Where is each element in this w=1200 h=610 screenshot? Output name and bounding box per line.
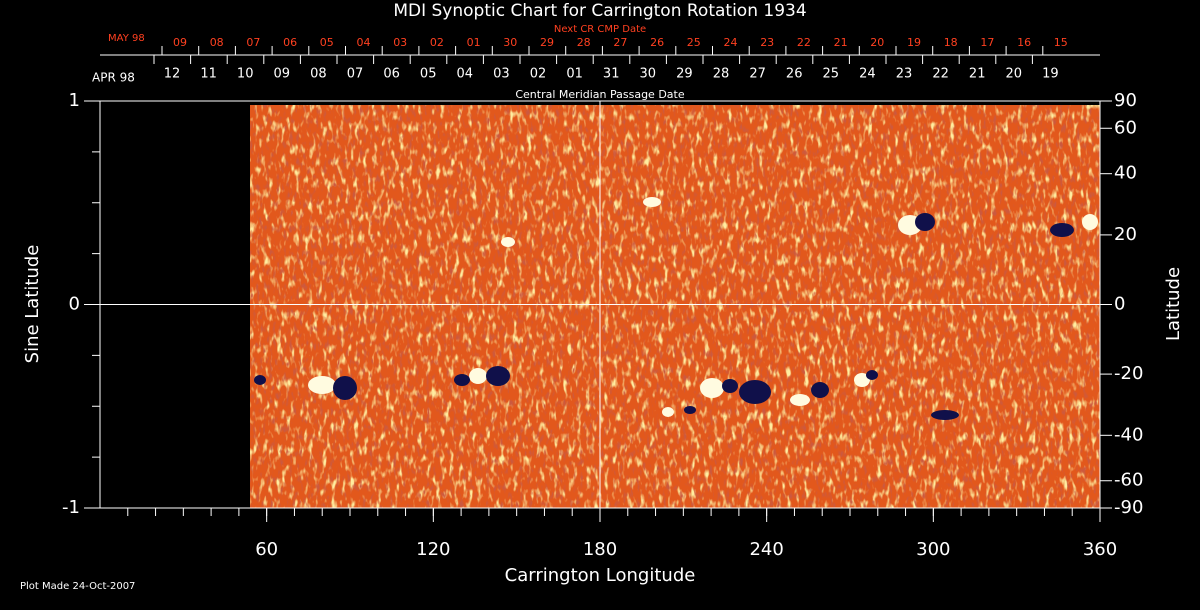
top-date-label: 08 — [210, 36, 224, 49]
y-tick-label: 0 — [69, 294, 80, 315]
second-date-label: 20 — [1006, 67, 1023, 82]
second-date-label: 29 — [676, 67, 693, 82]
y-tick-label: -1 — [62, 497, 80, 518]
top-date-label: 19 — [907, 36, 921, 49]
top-date-label: 06 — [283, 36, 297, 49]
second-date-label: 01 — [566, 67, 583, 82]
top-date-label: 20 — [870, 36, 884, 49]
second-date-label: 03 — [493, 67, 510, 82]
top-axis-label: Next CR CMP Date — [554, 24, 646, 35]
second-date-label: 09 — [274, 67, 291, 82]
top-date-label: 09 — [173, 36, 187, 49]
second-date-label: 23 — [896, 67, 913, 82]
y-tick-label: 1 — [69, 90, 80, 111]
x-tick-label: 180 — [583, 539, 617, 560]
top-date-label: 01 — [467, 36, 481, 49]
top-date-label: 27 — [613, 36, 627, 49]
top-date-label: 26 — [650, 36, 664, 49]
second-date-label: 24 — [859, 67, 876, 82]
x-tick-label: 300 — [916, 539, 950, 560]
top-date-label: 24 — [724, 36, 738, 49]
x-tick-label: 60 — [255, 539, 278, 560]
top-date-label: 18 — [944, 36, 958, 49]
top-date-label: 28 — [577, 36, 591, 49]
second-date-label: 26 — [786, 67, 803, 82]
second-date-label: 06 — [383, 67, 400, 82]
top-date-label: 03 — [393, 36, 407, 49]
top-date-label: 07 — [246, 36, 260, 49]
top-date-label: 22 — [797, 36, 811, 49]
second-date-label: 28 — [713, 67, 730, 82]
second-axis-label: Central Meridian Passage Date — [515, 88, 684, 101]
y2-tick-label: 60 — [1114, 117, 1137, 138]
y2-tick-label: -20 — [1114, 363, 1143, 384]
second-date-label: 11 — [200, 67, 217, 82]
y2-tick-label: 0 — [1114, 294, 1125, 315]
top-date-label: 17 — [980, 36, 994, 49]
second-axis-month: APR 98 — [92, 71, 135, 85]
negative-regions — [254, 213, 1074, 420]
y-axis-label: Sine Latitude — [22, 245, 43, 364]
top-date-label: 15 — [1054, 36, 1068, 49]
top-date-label: 05 — [320, 36, 334, 49]
map-texture — [250, 105, 1100, 508]
second-date-label: 25 — [823, 67, 840, 82]
top-date-label: 16 — [1017, 36, 1031, 49]
positive-regions — [308, 197, 1098, 417]
x-axis-label: Carrington Longitude — [505, 565, 696, 586]
y2-tick-label: 20 — [1114, 224, 1137, 245]
second-date-label: 10 — [237, 67, 254, 82]
x-tick-label: 240 — [749, 539, 783, 560]
x-tick-label: 360 — [1083, 539, 1117, 560]
second-date-label: 12 — [164, 67, 181, 82]
second-date-label: 31 — [603, 67, 620, 82]
top-axis-month: MAY 98 — [108, 33, 145, 44]
y2-tick-label: -60 — [1114, 470, 1143, 491]
top-date-label: 02 — [430, 36, 444, 49]
magnetogram — [250, 105, 1100, 508]
second-date-label: 19 — [1042, 67, 1059, 82]
top-date-label: 23 — [760, 36, 774, 49]
y2-tick-label: -40 — [1114, 424, 1143, 445]
top-date-label: 04 — [357, 36, 371, 49]
y2-axis-label: Latitude — [1163, 267, 1184, 341]
second-date-label: 07 — [347, 67, 364, 82]
y2-tick-label: 40 — [1114, 163, 1137, 184]
second-date-label: 22 — [932, 67, 949, 82]
top-date-label: 30 — [503, 36, 517, 49]
y2-tick-label: 90 — [1114, 90, 1137, 111]
second-date-label: 30 — [640, 67, 657, 82]
top-date-label: 21 — [834, 36, 848, 49]
x-tick-label: 120 — [416, 539, 450, 560]
second-date-label: 02 — [530, 67, 547, 82]
top-date-label: 29 — [540, 36, 554, 49]
second-date-label: 27 — [749, 67, 766, 82]
second-date-label: 05 — [420, 67, 437, 82]
second-date-label: 21 — [969, 67, 986, 82]
footer: Plot Made 24-Oct-2007 — [20, 581, 135, 592]
second-date-label: 04 — [457, 67, 474, 82]
top-date-label: 25 — [687, 36, 701, 49]
chart-title: MDI Synoptic Chart for Carrington Rotati… — [393, 1, 806, 21]
y2-tick-label: -90 — [1114, 497, 1143, 518]
second-date-label: 08 — [310, 67, 327, 82]
